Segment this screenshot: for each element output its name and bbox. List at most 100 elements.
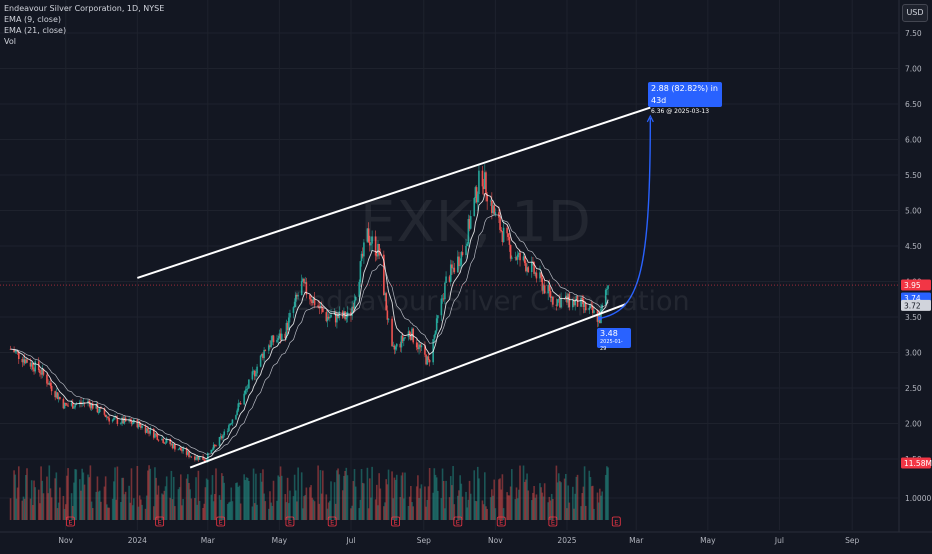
candle-body bbox=[374, 236, 377, 256]
candle-body bbox=[312, 298, 315, 303]
volume-bar bbox=[303, 496, 305, 520]
candle-body bbox=[387, 318, 390, 320]
volume-bar bbox=[378, 473, 380, 520]
candle-body bbox=[377, 243, 379, 257]
volume-bar bbox=[55, 472, 58, 520]
earnings-marker-label: E bbox=[68, 519, 72, 527]
volume-bar bbox=[418, 498, 420, 520]
candle-body bbox=[284, 333, 287, 339]
price-badge: 11.58M bbox=[901, 457, 932, 469]
currency-button[interactable]: USD bbox=[902, 4, 928, 22]
price-badge: 3.95 bbox=[901, 279, 931, 291]
volume-bar bbox=[525, 479, 527, 520]
candle-body bbox=[228, 425, 230, 432]
volume-bar bbox=[293, 474, 296, 520]
legend-ema21[interactable]: EMA (21, close) bbox=[4, 26, 67, 35]
candle-body bbox=[351, 306, 353, 316]
earnings-marker-label: E bbox=[158, 519, 162, 527]
volume-bar bbox=[62, 495, 65, 520]
candle-body bbox=[116, 417, 119, 424]
volume-bar bbox=[245, 477, 248, 520]
candle-body bbox=[230, 423, 233, 425]
earnings-marker-label: E bbox=[330, 519, 334, 527]
earnings-marker-box bbox=[66, 516, 75, 527]
candle-body bbox=[400, 335, 403, 348]
candle-body bbox=[460, 252, 463, 265]
candle-body bbox=[246, 388, 249, 390]
candle-body bbox=[170, 443, 173, 445]
price-badge-label: 11.58M bbox=[904, 459, 932, 468]
candle-body bbox=[451, 264, 453, 269]
volume-bar bbox=[333, 482, 336, 520]
volume-bar bbox=[278, 476, 281, 520]
volume-bar bbox=[187, 474, 189, 520]
volume-bar bbox=[370, 497, 372, 520]
volume-bar bbox=[566, 508, 568, 520]
volume-bar bbox=[346, 475, 349, 520]
volume-bar bbox=[498, 479, 500, 520]
volume-bar bbox=[229, 501, 231, 520]
volume-bar bbox=[461, 496, 464, 520]
candle-body bbox=[141, 425, 143, 428]
candle-body bbox=[481, 170, 484, 187]
candle-body bbox=[313, 298, 316, 306]
volume-bar bbox=[535, 494, 538, 520]
candle-body bbox=[219, 436, 222, 438]
volume-bar bbox=[138, 495, 141, 520]
y-tick-label: 3.50 bbox=[905, 313, 922, 322]
projection-callout[interactable]: 2.88 (82.82%) in 43d 6.36 @ 2025-03-13 bbox=[648, 82, 722, 115]
candle-body bbox=[461, 252, 464, 256]
volume-bar bbox=[185, 478, 188, 520]
candle-body bbox=[189, 456, 191, 458]
volume-bar bbox=[246, 477, 249, 520]
candle-body bbox=[215, 445, 217, 447]
volume-bar bbox=[309, 487, 311, 520]
candle-body bbox=[325, 312, 328, 322]
candle-body bbox=[379, 254, 382, 256]
candle-body bbox=[515, 257, 518, 260]
volume-bar bbox=[427, 486, 430, 520]
volume-bar bbox=[268, 508, 270, 520]
candle-body bbox=[361, 253, 364, 257]
candle-body bbox=[194, 456, 196, 460]
volume-bar bbox=[410, 485, 412, 520]
earnings-marker: E bbox=[611, 516, 621, 527]
candle-body bbox=[514, 257, 517, 259]
candle-body bbox=[401, 335, 404, 342]
company-watermark: Endeavour Silver Corporation bbox=[292, 286, 690, 317]
low-callout[interactable]: 3.48 2025-01-29 bbox=[597, 328, 631, 352]
volume-bar bbox=[319, 470, 322, 520]
candle-body bbox=[15, 351, 18, 353]
volume-bar bbox=[567, 485, 569, 520]
legend-ema9[interactable]: EMA (9, close) bbox=[4, 15, 61, 24]
volume-bar bbox=[481, 500, 484, 520]
volume-bar bbox=[596, 492, 599, 520]
candle-body bbox=[519, 252, 521, 261]
volume-bar bbox=[486, 508, 488, 520]
candle-body bbox=[368, 242, 371, 246]
volume-bar bbox=[172, 476, 175, 520]
candle-body bbox=[420, 345, 423, 348]
volume-bar bbox=[377, 505, 379, 520]
volume-bar bbox=[437, 490, 439, 520]
candle-body bbox=[17, 351, 20, 360]
legend-volume[interactable]: Vol bbox=[4, 37, 16, 46]
candle-body bbox=[482, 186, 485, 190]
candle-body bbox=[326, 316, 329, 322]
volume-bar bbox=[599, 488, 601, 520]
candle-body bbox=[458, 256, 460, 267]
y-tick-label: 5.00 bbox=[905, 207, 922, 216]
volume-bar bbox=[91, 508, 94, 520]
legend-title[interactable]: Endeavour Silver Corporation, 1D, NYSE bbox=[4, 4, 165, 13]
volume-bar bbox=[272, 480, 275, 520]
candle-body bbox=[71, 402, 74, 409]
volume-bar bbox=[121, 477, 123, 520]
volume-bar bbox=[202, 507, 204, 520]
earnings-marker-box bbox=[155, 516, 165, 527]
volume-bar bbox=[162, 494, 164, 520]
volume-bar bbox=[582, 486, 585, 520]
volume-bar bbox=[509, 486, 512, 520]
candle-body bbox=[149, 428, 152, 434]
